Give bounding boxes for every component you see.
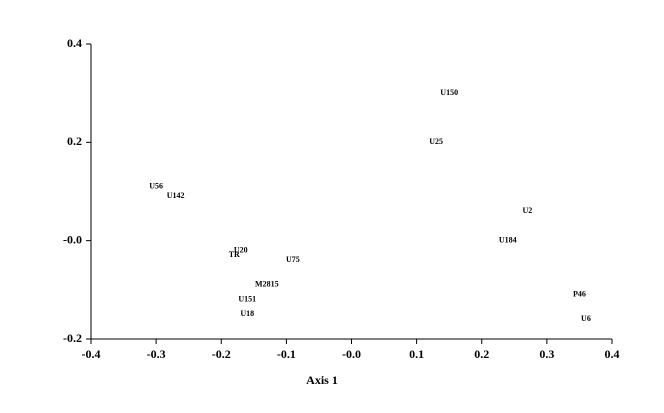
point-label: U75 [286,255,300,264]
y-tick-label: 0.4 [67,36,82,50]
point-label: U20 [234,245,248,254]
x-tick-label: -0.0 [342,347,361,361]
x-tick-label: -0.4 [82,347,101,361]
point-label: U151 [238,294,256,303]
point-label: U56 [149,181,163,190]
point-label: M2815 [255,280,279,289]
x-axis-label: Axis 1 [306,373,338,387]
y-tick-label: -0.0 [63,232,82,246]
x-tick-label: -0.3 [147,347,166,361]
point-label: U6 [581,314,591,323]
x-tick-label: -0.1 [277,347,296,361]
point-label: U142 [167,191,185,200]
x-tick-label: 0.3 [539,347,554,361]
point-label: U18 [240,309,254,318]
point-label: TR [229,250,240,259]
x-tick-label: 0.2 [474,347,489,361]
y-tick-label: -0.2 [63,331,82,345]
x-tick-label: 0.4 [605,347,620,361]
point-label: U2 [522,206,532,215]
point-label: U25 [429,137,443,146]
y-tick-label: 0.2 [67,134,82,148]
x-tick-label: -0.2 [212,347,231,361]
point-label: U184 [499,235,517,244]
point-label: U150 [440,88,458,97]
x-tick-label: 0.1 [409,347,424,361]
point-label: P46 [573,290,586,299]
